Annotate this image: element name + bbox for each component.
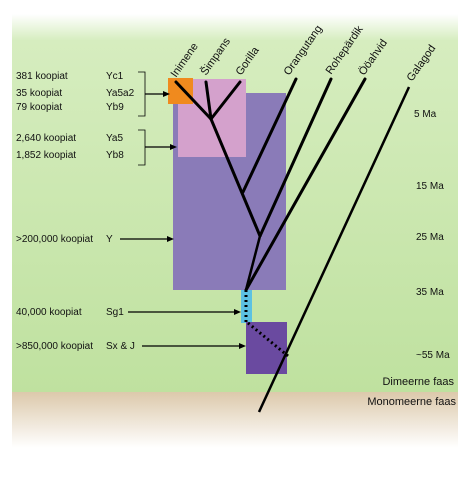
family-name: Y bbox=[106, 234, 113, 245]
dimeric-phase-label: Dimeerne faas bbox=[382, 376, 454, 388]
age-scale: 5 Ma 15 Ma 25 Ma 35 Ma ~55 Ma bbox=[414, 109, 450, 361]
family-name: Ya5a2 bbox=[106, 88, 135, 99]
family-name: Yb9 bbox=[106, 102, 124, 113]
family-name: Yb8 bbox=[106, 150, 124, 161]
arrows bbox=[120, 91, 246, 349]
age-label: 25 Ma bbox=[416, 232, 444, 243]
tree-branches bbox=[174, 77, 367, 292]
copy-count: 2,640 koopiat bbox=[16, 133, 76, 144]
family-name: Sx & J bbox=[106, 341, 135, 352]
family-name: Ya5 bbox=[106, 133, 123, 144]
age-label: ~55 Ma bbox=[416, 350, 450, 361]
family-name: Yc1 bbox=[106, 71, 124, 82]
galago-branch bbox=[257, 86, 411, 413]
copy-count: >850,000 koopiat bbox=[16, 341, 93, 352]
dotted-branches bbox=[244, 290, 289, 358]
yc1-box bbox=[168, 78, 193, 104]
copy-count: 79 koopiat bbox=[16, 102, 62, 113]
copy-count: 40,000 koopiat bbox=[16, 307, 82, 318]
age-label: 15 Ma bbox=[416, 181, 444, 192]
sand-band bbox=[12, 392, 458, 448]
monomeric-phase-label: Monomeerne faas bbox=[367, 396, 456, 408]
copy-count: >200,000 koopiat bbox=[16, 234, 93, 245]
copy-count-labels: 381 koopiat Yc1 35 koopiat Ya5a2 79 koop… bbox=[16, 71, 135, 352]
copy-count: 35 koopiat bbox=[16, 88, 62, 99]
copy-count: 381 koopiat bbox=[16, 71, 68, 82]
copy-count: 1,852 koopiat bbox=[16, 150, 76, 161]
age-label: 35 Ma bbox=[416, 287, 444, 298]
family-name: Sg1 bbox=[106, 307, 124, 318]
age-label: 5 Ma bbox=[414, 109, 437, 120]
tree-trunk bbox=[244, 235, 262, 291]
